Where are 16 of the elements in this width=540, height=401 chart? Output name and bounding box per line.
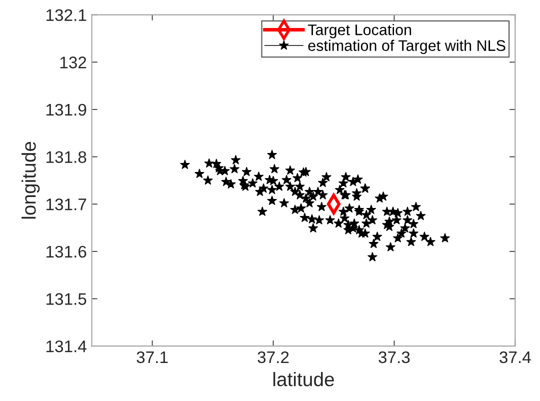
x-tick-label: 37.4	[500, 351, 531, 364]
legend-label: Target Location	[308, 24, 412, 38]
x-tick-label: 37.2	[258, 351, 289, 364]
x-tick-label: 37.3	[378, 351, 410, 364]
x-axis-title: latitude	[273, 372, 334, 386]
y-tick-label: 131.4	[46, 340, 86, 352]
y-tick-label: 132.1	[46, 9, 86, 22]
y-axis-title: longitude	[22, 142, 40, 219]
y-tick-label: 131.9	[46, 104, 86, 116]
x-tick-label: 37.1	[136, 351, 168, 364]
y-tick-label: 131.5	[46, 293, 86, 305]
y-tick-label: 131.8	[46, 151, 86, 163]
y-tick-label: 132	[60, 56, 86, 68]
y-tick-label: 131.7	[46, 198, 86, 210]
y-tick-label: 131.6	[46, 246, 86, 258]
legend-label: estimation of Target with NLS	[308, 40, 506, 54]
